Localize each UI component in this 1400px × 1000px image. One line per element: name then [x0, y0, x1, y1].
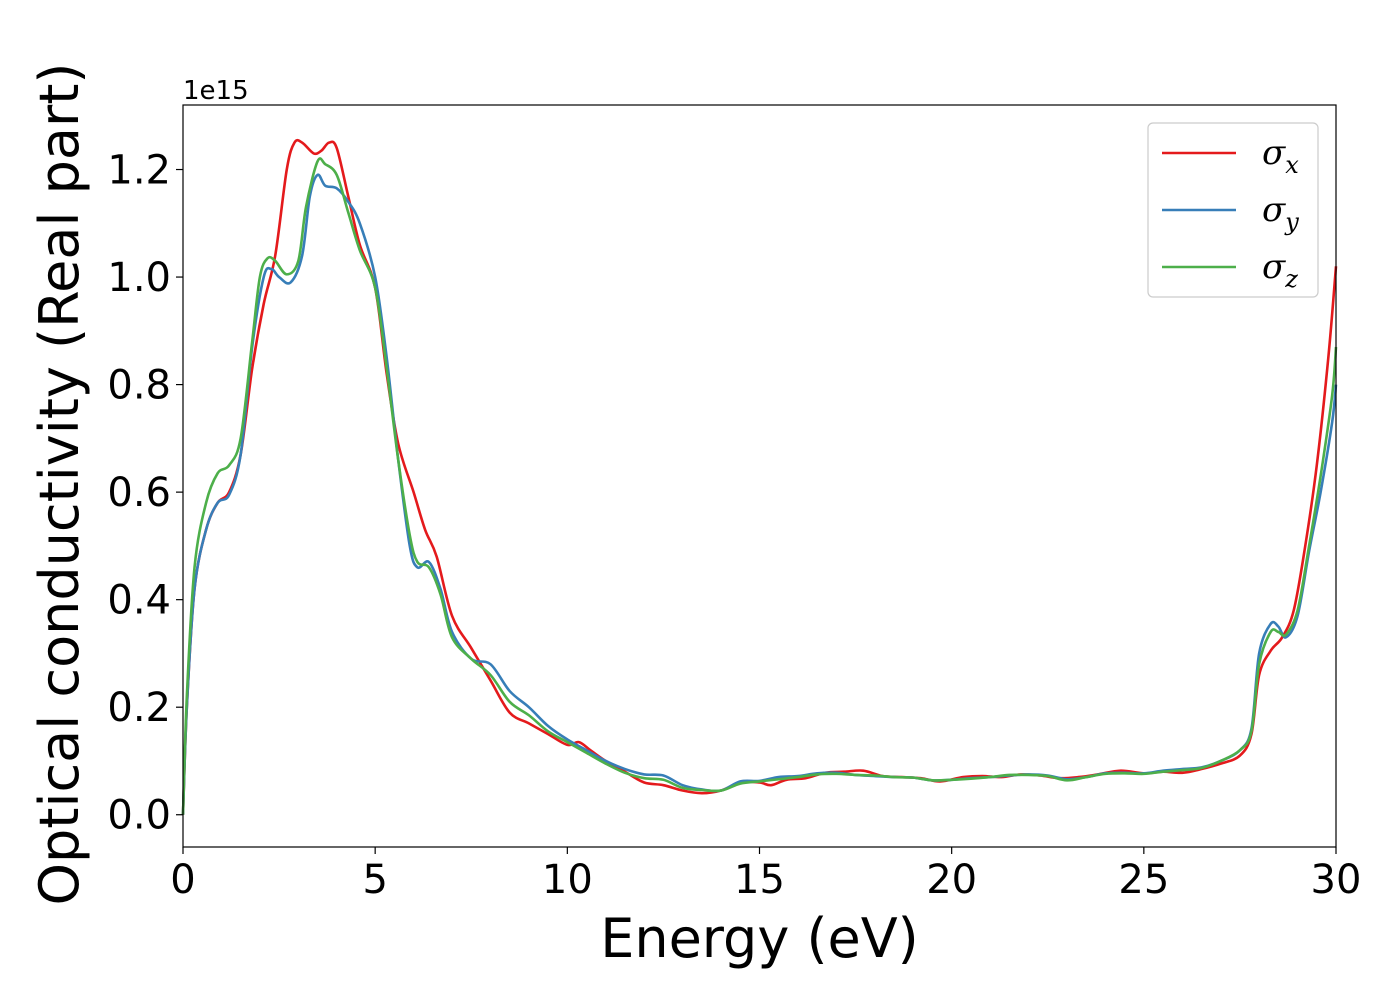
- legend-entry-z: σz: [1262, 247, 1298, 293]
- x-tick-label: 0: [170, 857, 195, 903]
- x-axis-title: Energy (eV): [600, 907, 919, 970]
- x-axis-ticks: 0 5 10 15 20 25 30: [170, 847, 1361, 903]
- x-tick-label: 25: [1118, 857, 1169, 903]
- x-tick-label: 30: [1311, 857, 1362, 903]
- legend-entry-y: σy: [1262, 190, 1299, 236]
- y-axis-offset-label: 1e15: [183, 76, 249, 106]
- x-tick-label: 20: [926, 857, 977, 903]
- x-tick-label: 15: [734, 857, 785, 903]
- legend-entry-x: σx: [1262, 133, 1299, 179]
- y-tick-label: 0.6: [107, 470, 171, 516]
- x-tick-label: 10: [542, 857, 593, 903]
- y-tick-label: 1.2: [107, 148, 171, 194]
- y-axis-ticks: 0.0 0.2 0.4 0.6 0.8 1.0 1.2: [107, 148, 183, 839]
- y-tick-label: 0.0: [107, 793, 171, 839]
- x-tick-label: 5: [362, 857, 387, 903]
- y-tick-label: 0.4: [107, 578, 171, 624]
- legend: σx σy σz: [1147, 122, 1319, 298]
- y-tick-label: 0.8: [107, 363, 171, 409]
- series-line-x: [181, 138, 1338, 815]
- series-group: [181, 138, 1338, 815]
- y-tick-label: 1.0: [107, 255, 171, 301]
- y-tick-label: 0.2: [107, 685, 171, 731]
- y-axis-title: Optical conductivity (Real part): [28, 63, 91, 906]
- series-line-z: [181, 157, 1338, 815]
